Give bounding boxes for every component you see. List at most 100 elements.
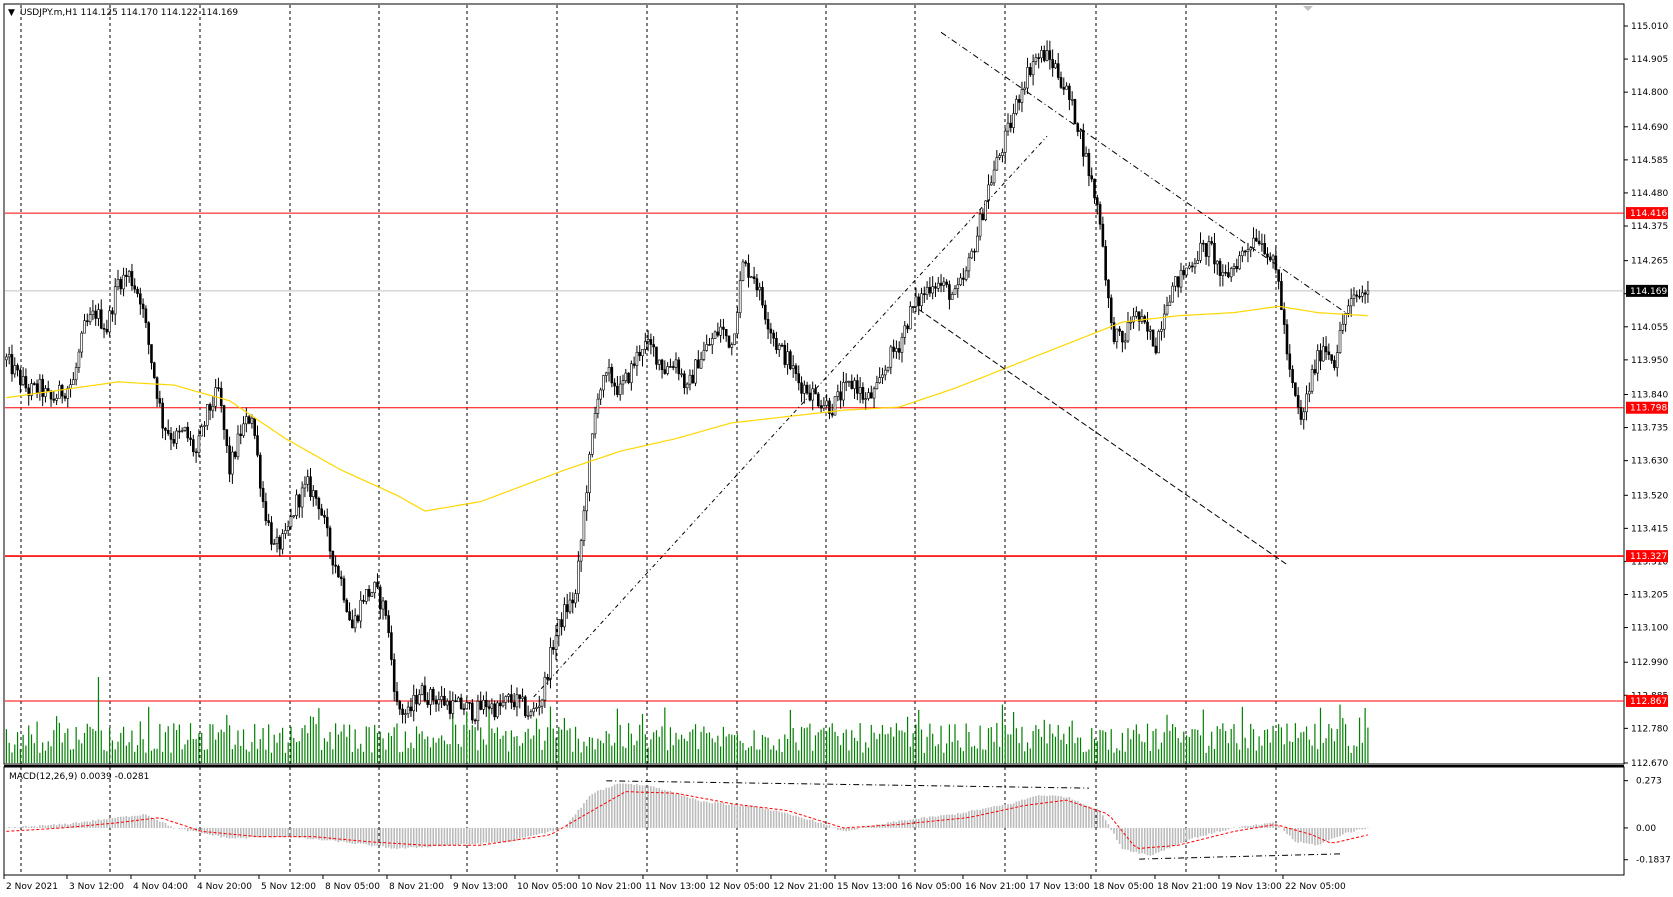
candle-body <box>1358 295 1361 298</box>
candle-body <box>1042 50 1046 61</box>
candle-body <box>1157 331 1160 354</box>
candle-body <box>652 344 655 348</box>
candle-body <box>401 708 404 715</box>
candle-body <box>454 700 457 703</box>
time-tick-label: 17 Nov 13:00 <box>1029 882 1090 892</box>
candle-body <box>1344 313 1347 325</box>
candle-body <box>180 430 184 432</box>
time-tick-label: 16 Nov 21:00 <box>965 882 1026 892</box>
macd-trendline[interactable] <box>606 780 1089 789</box>
candle-body <box>610 367 614 384</box>
candle-body <box>314 490 318 499</box>
candle-body <box>175 430 178 444</box>
candle-body <box>1123 340 1127 343</box>
macd-axis: 0.273 0.00 -0.1837 <box>1624 777 1671 866</box>
candle-body <box>683 373 686 389</box>
ma-line[interactable] <box>6 305 1368 512</box>
candle-body <box>627 372 630 383</box>
candle-body <box>113 286 117 315</box>
candle-body <box>939 282 943 286</box>
candle-body <box>105 328 109 333</box>
candle-body <box>1224 271 1227 274</box>
chart-shift-marker[interactable] <box>1303 6 1313 11</box>
candle-body <box>504 696 508 703</box>
candle-body <box>267 520 270 523</box>
candle-body <box>524 696 527 717</box>
candle-body <box>13 365 17 375</box>
candle-body <box>317 498 321 510</box>
candle-body <box>755 278 759 291</box>
candle-body <box>956 284 960 290</box>
candle-body <box>49 390 53 400</box>
candle-body <box>557 619 561 637</box>
candle-body <box>292 515 296 517</box>
candle-body <box>529 711 533 716</box>
candle-body <box>16 365 19 371</box>
candle-body <box>1308 390 1311 395</box>
trendline[interactable] <box>940 31 1346 314</box>
candle-body <box>1137 311 1141 322</box>
candle-body <box>909 306 912 330</box>
candle-body <box>1151 329 1155 347</box>
candle-body <box>311 490 315 497</box>
candle-body <box>761 286 764 306</box>
candle-body <box>431 689 435 701</box>
candle-body <box>192 439 195 453</box>
candle-body <box>1338 330 1342 353</box>
candle-body <box>440 695 443 700</box>
candle-body <box>766 319 770 330</box>
price-tick-label: 113.950 <box>1631 356 1668 366</box>
main-pane-frame <box>3 3 1625 765</box>
candle-body <box>1361 292 1364 297</box>
candle-body <box>730 344 734 348</box>
candle-body <box>719 326 722 336</box>
trendline[interactable] <box>918 309 1288 565</box>
macd-trendline[interactable] <box>1139 853 1341 860</box>
time-tick-label: 12 Nov 05:00 <box>709 882 770 892</box>
candle-body <box>256 435 259 456</box>
candle-body <box>507 694 510 697</box>
candle-body <box>867 392 870 399</box>
candle-body <box>1115 328 1119 342</box>
candle-body <box>680 373 683 376</box>
level-price-label: 112.867 <box>1630 697 1667 707</box>
candle-body <box>822 405 826 409</box>
candle-body <box>412 694 416 712</box>
candle-body <box>1341 323 1345 331</box>
candle-body <box>459 697 463 709</box>
candle-body <box>289 516 293 527</box>
candle-body <box>828 400 831 414</box>
symbol-menu-arrow[interactable]: ▼ <box>8 8 15 18</box>
candle-body <box>794 365 798 374</box>
candle-body <box>750 276 753 279</box>
candle-body <box>1229 268 1233 278</box>
candle-body <box>1135 311 1138 317</box>
candle-body <box>1288 353 1292 370</box>
moving-average <box>6 305 1368 512</box>
candle-body <box>981 213 985 220</box>
macd-tick-label: 0.00 <box>1636 824 1656 834</box>
candle-body <box>161 402 164 429</box>
candle-body <box>1009 122 1013 128</box>
candle-body <box>596 398 600 414</box>
price-tick-label: 114.905 <box>1631 55 1668 65</box>
candle-body <box>1190 265 1194 268</box>
horizontal-levels <box>5 212 1624 702</box>
candle-body <box>328 527 332 552</box>
candle-body <box>546 676 549 680</box>
candle-body <box>334 564 337 567</box>
macd-signal-line <box>6 791 1369 850</box>
candle-body <box>476 700 480 722</box>
candle-body <box>786 351 789 365</box>
candle-body <box>99 309 103 329</box>
candle-body <box>152 362 156 378</box>
candle-body <box>52 398 56 401</box>
candle-body <box>404 713 407 715</box>
candle-body <box>437 699 441 705</box>
candle-body <box>1168 301 1172 306</box>
candle-body <box>1218 260 1222 276</box>
candle-body <box>320 508 323 516</box>
candle-body <box>183 426 187 431</box>
candle-body <box>155 377 159 399</box>
